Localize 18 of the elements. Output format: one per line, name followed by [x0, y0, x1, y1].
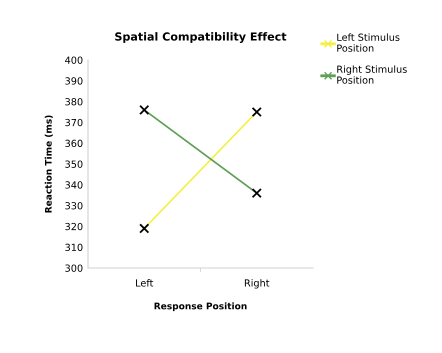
chart-title: Spatial Compatibility Effect — [115, 32, 286, 43]
y-tick-label: 310 — [65, 244, 82, 252]
y-tick-label: 320 — [65, 222, 82, 230]
x-axis-title: Response Position — [154, 302, 247, 312]
y-tick-label: 350 — [65, 160, 82, 168]
y-tick-label: 330 — [65, 202, 82, 210]
y-tick-label: 360 — [65, 140, 82, 148]
x-tick-label: Right — [244, 279, 270, 289]
y-axis-title: Reaction Time (ms) — [44, 115, 53, 212]
y-tick-label: 390 — [65, 77, 82, 85]
y-tick-label: 380 — [65, 98, 82, 106]
y-tick-label: 340 — [65, 181, 82, 189]
x-tick-label: Left — [136, 279, 154, 287]
y-tick-label: 370 — [65, 118, 82, 126]
legend-label: Right Stimulus Position — [337, 65, 407, 84]
legend-label: Left Stimulus Position — [337, 33, 400, 52]
y-tick-label: 300 — [65, 264, 82, 272]
y-tick-label: 400 — [65, 56, 82, 64]
